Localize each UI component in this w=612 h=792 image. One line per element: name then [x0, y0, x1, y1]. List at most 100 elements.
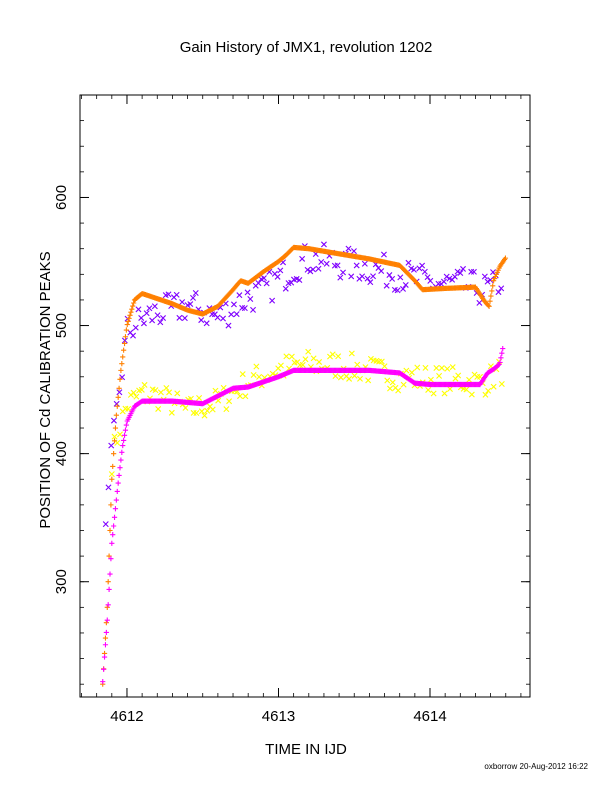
series-3-point	[337, 374, 344, 381]
series-2-point	[323, 260, 330, 267]
series-2-markers	[102, 241, 505, 528]
series-3-point	[310, 355, 317, 362]
series-2-point	[140, 320, 147, 327]
x-axis-label: TIME IN IJD	[265, 741, 347, 758]
plot-frame	[79, 94, 531, 698]
series-2-point	[348, 273, 355, 280]
series-2-point	[370, 273, 377, 280]
series-1-point	[123, 422, 129, 428]
series-2-point	[299, 255, 306, 262]
series-0-point	[489, 288, 495, 294]
series-2-point	[173, 291, 180, 298]
series-3-point	[138, 386, 145, 393]
series-3-point	[302, 356, 309, 363]
series-3-point	[351, 372, 358, 379]
series-3-point	[427, 376, 434, 383]
series-2-point	[495, 289, 502, 296]
series-1-point	[497, 359, 503, 366]
series-3-point	[111, 433, 118, 440]
series-1-point	[498, 355, 504, 361]
series-3-point	[256, 373, 263, 380]
series-1-point	[102, 642, 109, 648]
series-0-point	[105, 579, 111, 585]
series-2-point	[353, 262, 360, 269]
series-2-point	[236, 292, 243, 299]
series-0-point	[126, 315, 132, 321]
series-0-point	[124, 321, 130, 328]
series-2-point	[440, 278, 447, 285]
series-0-point	[103, 620, 109, 626]
series-3-point	[346, 375, 353, 382]
series-0-point	[113, 412, 119, 418]
series-2-point	[113, 400, 120, 407]
series-1-point	[111, 514, 118, 520]
series-1-point	[104, 617, 110, 623]
series-2-point	[130, 332, 137, 339]
series-3-point	[365, 377, 372, 384]
series-2-point	[310, 266, 317, 273]
series-2-point	[250, 306, 257, 313]
series-3-point	[193, 410, 200, 417]
series-3-point	[125, 405, 132, 412]
series-3-point	[444, 365, 451, 372]
series-3-point	[408, 369, 415, 376]
series-3-point	[485, 387, 492, 394]
series-0-point	[114, 403, 120, 409]
series-2-point	[160, 315, 167, 322]
series-2-point	[481, 273, 488, 280]
series-3-point	[316, 358, 323, 365]
series-3-point	[463, 386, 470, 393]
series-2-point	[337, 274, 344, 281]
series-3-point	[163, 384, 170, 391]
series-1-point	[499, 350, 505, 356]
series-2-point	[102, 521, 109, 528]
series-0-point	[121, 340, 128, 347]
series-3-point	[348, 350, 355, 357]
series-3-point	[441, 390, 448, 397]
series-3-point	[455, 372, 462, 379]
series-2-point	[105, 484, 112, 491]
series-2-point	[320, 241, 327, 248]
series-1-point	[106, 586, 112, 593]
series-0-point	[490, 283, 496, 289]
series-2-point	[421, 268, 428, 275]
x-tick-label: 4614	[413, 708, 446, 725]
series-2-point	[228, 311, 235, 318]
series-3-point	[288, 353, 295, 360]
series-2-point	[359, 273, 366, 280]
series-3-point	[239, 371, 246, 378]
series-0-point	[123, 327, 129, 333]
series-0-point	[502, 255, 509, 261]
series-2-point	[269, 297, 276, 304]
series-0-point	[111, 451, 117, 457]
series-2-point	[397, 274, 404, 281]
series-3-point	[438, 364, 445, 371]
series-3-point	[155, 405, 162, 412]
series-2-point	[296, 277, 303, 284]
series-2-point	[367, 279, 374, 286]
series-2-point	[176, 314, 183, 321]
series-0-markers	[100, 244, 509, 687]
series-3-point	[414, 364, 421, 371]
series-3-point	[332, 373, 339, 380]
series-2-point	[282, 285, 289, 292]
series-2-point	[315, 265, 322, 272]
series-1-point	[109, 540, 115, 546]
series-0-point	[127, 312, 133, 318]
series-3-point	[387, 385, 393, 392]
series-2-point	[132, 324, 139, 331]
series-3-point	[422, 364, 429, 371]
series-1-point	[105, 602, 111, 608]
series-2-point	[419, 262, 426, 269]
series-3-point	[425, 386, 432, 393]
series-2-point	[179, 299, 186, 306]
series-0-point	[118, 367, 124, 373]
series-1-point	[117, 465, 123, 471]
series-0-point	[119, 361, 125, 367]
y-tick-label: 300	[53, 569, 70, 594]
series-3-point	[133, 393, 140, 400]
series-2-point	[233, 311, 240, 318]
series-2-point	[307, 268, 314, 275]
series-2-point	[394, 287, 401, 294]
